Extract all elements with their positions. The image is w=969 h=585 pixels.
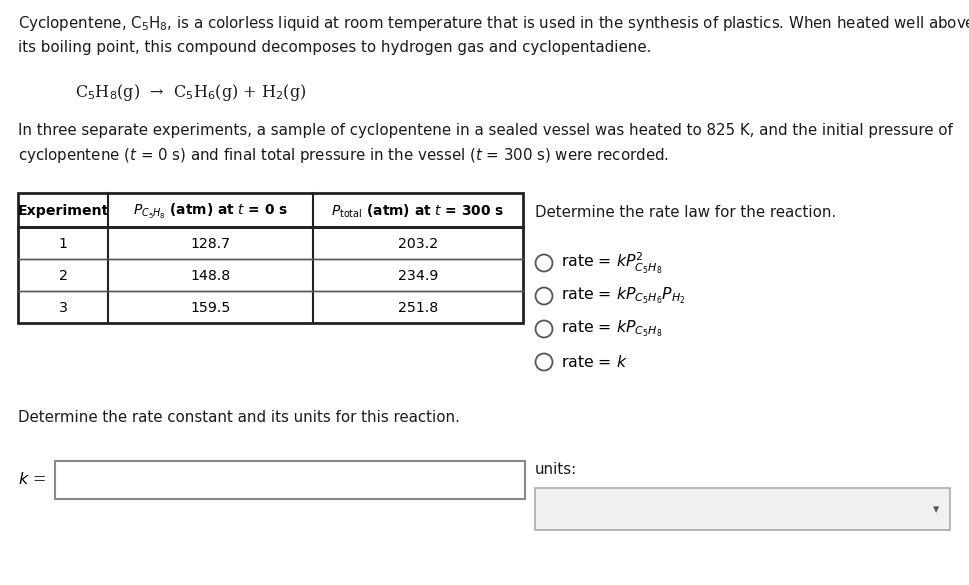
- Text: Experiment: Experiment: [17, 204, 109, 218]
- Text: $P_{C_5H_8}$ (atm) at $t$ = 0 s: $P_{C_5H_8}$ (atm) at $t$ = 0 s: [133, 201, 288, 221]
- Text: 148.8: 148.8: [190, 269, 231, 283]
- Text: ▾: ▾: [932, 504, 938, 517]
- Text: $P_{\rm total}$ (atm) at $t$ = 300 s: $P_{\rm total}$ (atm) at $t$ = 300 s: [331, 202, 504, 220]
- Text: C$_5$H$_8$(g)  →  C$_5$H$_6$(g) + H$_2$(g): C$_5$H$_8$(g) → C$_5$H$_6$(g) + H$_2$(g): [75, 82, 306, 103]
- Bar: [18, 193, 522, 323]
- Text: 234.9: 234.9: [397, 269, 438, 283]
- Text: Determine the rate law for the reaction.: Determine the rate law for the reaction.: [535, 205, 835, 220]
- Text: $k$ =: $k$ =: [18, 472, 46, 488]
- Text: rate = $kP_{C_5H_8}$: rate = $kP_{C_5H_8}$: [560, 319, 662, 339]
- Text: 251.8: 251.8: [397, 301, 438, 315]
- Text: Cyclopentene, C$_5$H$_8$, is a colorless liquid at room temperature that is used: Cyclopentene, C$_5$H$_8$, is a colorless…: [18, 14, 969, 55]
- Text: 3: 3: [58, 301, 68, 315]
- Text: rate = $k$: rate = $k$: [560, 354, 627, 370]
- Text: rate = $kP^2_{C_5H_8}$: rate = $kP^2_{C_5H_8}$: [560, 250, 662, 276]
- Text: units:: units:: [535, 462, 577, 477]
- Text: rate = $kP_{C_5H_6}P_{H_2}$: rate = $kP_{C_5H_6}P_{H_2}$: [560, 285, 685, 307]
- Text: 1: 1: [58, 237, 68, 251]
- Text: In three separate experiments, a sample of cyclopentene in a sealed vessel was h: In three separate experiments, a sample …: [18, 123, 952, 166]
- Bar: [535, 488, 949, 530]
- Text: 159.5: 159.5: [190, 301, 231, 315]
- Text: 203.2: 203.2: [397, 237, 438, 251]
- Text: 128.7: 128.7: [190, 237, 231, 251]
- Bar: [55, 461, 524, 499]
- Text: Determine the rate constant and its units for this reaction.: Determine the rate constant and its unit…: [18, 410, 459, 425]
- Text: 2: 2: [58, 269, 68, 283]
